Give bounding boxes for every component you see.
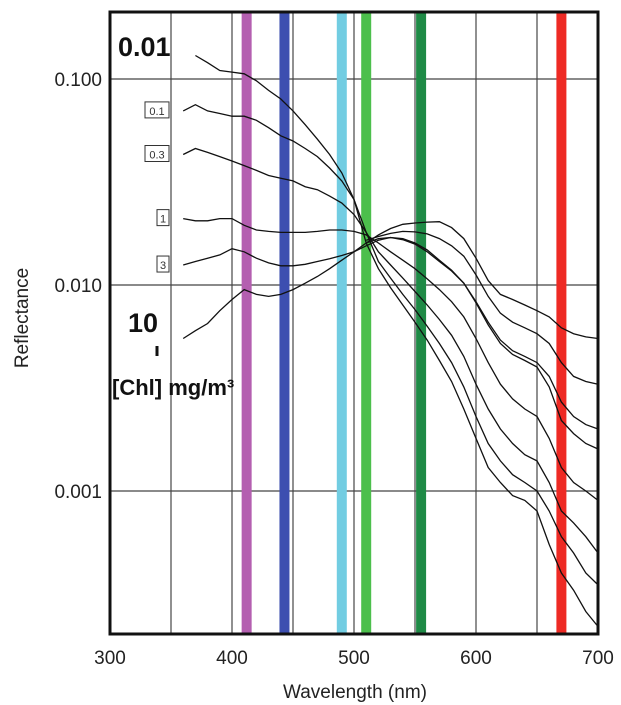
band-670nm (556, 12, 567, 634)
x-tick-300: 300 (94, 648, 126, 669)
plot-frame (108, 10, 600, 636)
band-443nm (279, 12, 290, 634)
x-tick-500: 500 (338, 648, 370, 669)
legend-title: [Chl] mg/m³ (112, 375, 234, 400)
series-label-10: 10 (128, 308, 158, 338)
y-tick-0.010: 0.010 (54, 276, 102, 297)
series-line-0.1 (182, 103, 599, 586)
series-line-10 (182, 221, 599, 340)
x-axis-title: Wavelength (nm) (283, 682, 427, 703)
series-label-box-0.1 (144, 101, 170, 119)
reflectance-series (182, 54, 599, 627)
series-line-0.01 (195, 54, 599, 627)
x-tick-labels: 300 400 500 600 700 (94, 648, 614, 669)
wavelength-bands (241, 12, 567, 634)
band-412nm (241, 12, 252, 634)
series-labels: 0.1 0.3 1 3 (144, 101, 170, 273)
series-line-unlabeled-7 (365, 236, 599, 430)
x-tick-600: 600 (460, 648, 492, 669)
series-label-3: 3 (160, 260, 166, 272)
series-line-unlabeled-6 (366, 230, 599, 385)
y-tick-0.100: 0.100 (54, 70, 102, 91)
grid-lines (110, 12, 598, 634)
series-label-box-3 (156, 255, 170, 273)
series-label-1: 1 (160, 214, 166, 226)
y-tick-labels: 0.100 0.010 0.001 (54, 70, 102, 503)
series-label-0.1: 0.1 (149, 106, 164, 118)
y-tick-0.001: 0.001 (54, 482, 102, 503)
series-label-0.3: 0.3 (149, 150, 164, 162)
series-label-box-1 (156, 209, 170, 227)
band-555nm (416, 12, 427, 634)
series-label-box-0.3 (144, 145, 170, 163)
y-axis-title: Reflectance (12, 268, 33, 368)
series-label-0.01: 0.01 (118, 32, 171, 62)
x-tick-700: 700 (582, 648, 614, 669)
series-line-0.3 (182, 147, 599, 554)
band-510nm (361, 12, 372, 634)
band-490nm (336, 12, 347, 634)
x-tick-400: 400 (216, 648, 248, 669)
series-line-1 (183, 217, 599, 501)
